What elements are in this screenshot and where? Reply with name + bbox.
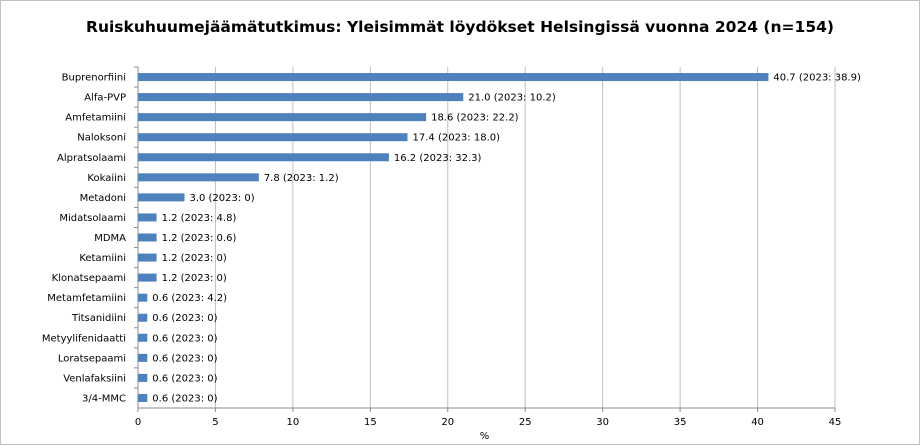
- data-label: 1.2 (2023: 0): [162, 253, 227, 264]
- x-tick-label: 25: [519, 417, 532, 428]
- data-label: 0.6 (2023: 0): [152, 313, 217, 324]
- x-tick-label: 40: [751, 417, 764, 428]
- category-label: Alfa-PVP: [84, 93, 126, 104]
- category-label: Metadoni: [80, 193, 126, 204]
- data-label: 3.0 (2023: 0): [189, 193, 254, 204]
- bar: [138, 393, 148, 402]
- category-label: Kokaiini: [87, 173, 126, 184]
- bar: [138, 253, 157, 262]
- data-label: 1.2 (2023: 0): [162, 273, 227, 284]
- x-tick-label: 20: [441, 417, 454, 428]
- bar: [138, 273, 157, 282]
- bar: [138, 133, 408, 142]
- data-label: 21.0 (2023: 10.2): [468, 93, 556, 104]
- category-label: MDMA: [94, 233, 126, 244]
- bar: [138, 233, 157, 242]
- category-label: Klonatsepaami: [52, 273, 126, 284]
- data-label: 0.6 (2023: 0): [152, 373, 217, 384]
- bar: [138, 333, 148, 342]
- category-label: Midatsolaami: [59, 213, 126, 224]
- category-label: Venlafaksiini: [63, 373, 126, 384]
- category-label: Buprenorfiini: [62, 73, 126, 84]
- bar: [138, 153, 389, 162]
- bar: [138, 193, 185, 202]
- bar: [138, 93, 464, 102]
- data-label: 0.6 (2023: 0): [152, 393, 217, 404]
- category-label: Loratsepaami: [58, 353, 126, 364]
- category-label: Alpratsolaami: [57, 153, 126, 164]
- data-label: 16.2 (2023: 32.3): [394, 153, 482, 164]
- data-label: 0.6 (2023: 4.2): [152, 293, 227, 304]
- category-label: Titsanidiini: [71, 313, 126, 324]
- category-label: Metyylifenidaatti: [42, 333, 126, 344]
- data-label: 0.6 (2023: 0): [152, 353, 217, 364]
- bar: [138, 113, 427, 122]
- data-label: 1.2 (2023: 4.8): [162, 213, 237, 224]
- bar: [138, 213, 157, 222]
- x-tick-label: 0: [135, 417, 141, 428]
- category-label: Ketamiini: [79, 253, 126, 264]
- data-label: 17.4 (2023: 18.0): [413, 133, 501, 144]
- x-tick-label: 15: [364, 417, 377, 428]
- x-tick-label: 45: [829, 417, 842, 428]
- bar: [138, 353, 148, 362]
- x-tick-label: 35: [674, 417, 687, 428]
- bar: [138, 73, 769, 82]
- x-tick-label: 5: [212, 417, 218, 428]
- data-label: 0.6 (2023: 0): [152, 333, 217, 344]
- bar: [138, 313, 148, 322]
- x-axis-title: %: [480, 431, 490, 442]
- category-label: Metamfetamiini: [47, 293, 126, 304]
- category-label: Naloksoni: [77, 133, 126, 144]
- data-label: 18.6 (2023: 22.2): [431, 113, 519, 124]
- x-tick-label: 30: [596, 417, 609, 428]
- data-label: 7.8 (2023: 1.2): [264, 173, 339, 184]
- data-label: 40.7 (2023: 38.9): [773, 73, 861, 84]
- bar: [138, 293, 148, 302]
- data-label: 1.2 (2023: 0.6): [162, 233, 237, 244]
- category-label: 3/4-MMC: [82, 393, 126, 404]
- category-label: Amfetamiini: [65, 113, 126, 124]
- x-tick-label: 10: [287, 417, 300, 428]
- chart-title: Ruiskuhuumejäämätutkimus: Yleisimmät löy…: [86, 18, 834, 36]
- bar: [138, 173, 259, 182]
- bar: [138, 373, 148, 382]
